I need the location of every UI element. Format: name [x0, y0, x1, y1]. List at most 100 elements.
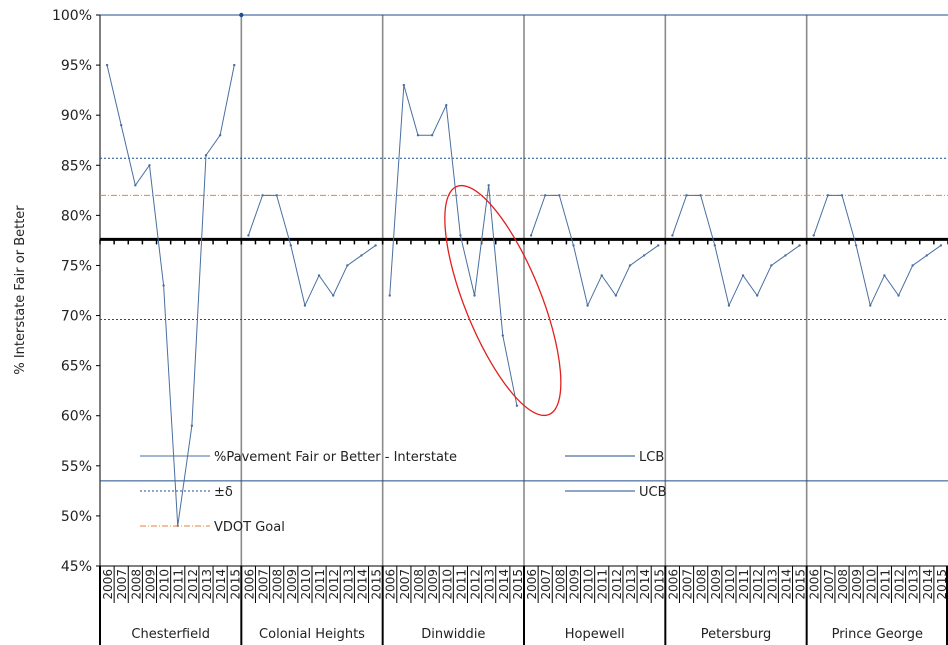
group-label: Dinwiddie: [421, 627, 485, 642]
x-tick-label: 2010: [299, 569, 313, 600]
series-line-colonial-heights: [247, 194, 376, 308]
x-tick-label: 2010: [582, 569, 596, 600]
x-tick-label: 2015: [652, 569, 666, 600]
data-point: [897, 294, 900, 297]
group-label: Colonial Heights: [259, 627, 365, 642]
x-tick-label: 2012: [893, 569, 907, 600]
data-point: [487, 184, 490, 187]
x-tick-label: 2013: [907, 569, 921, 600]
data-point: [473, 294, 476, 297]
legend-label: %Pavement Fair or Better - Interstate: [214, 450, 457, 465]
data-point: [346, 264, 349, 267]
x-axis: 2006 2007 2008 2009 2010 2011 2012 2013 2014 2015…: [99, 565, 948, 645]
data-point: [105, 63, 109, 67]
data-point: [854, 244, 858, 247]
series-line-chesterfield: [106, 64, 235, 526]
x-tick-label: 2014: [497, 569, 511, 600]
x-tick-label: 2010: [158, 569, 172, 600]
data-point: [939, 244, 943, 247]
x-tick-label: 2009: [567, 569, 581, 600]
x-tick-label: 2011: [454, 569, 468, 600]
legend-label: LCB: [639, 450, 664, 465]
annotation-ellipse: [444, 184, 562, 417]
data-point: [148, 164, 151, 167]
data-point: [628, 264, 632, 267]
data-point: [261, 194, 264, 197]
data-point: [600, 274, 603, 277]
group-label: Prince George: [832, 627, 923, 642]
data-point: [544, 194, 547, 197]
x-tick-label: 2007: [257, 569, 271, 600]
data-point: [671, 234, 674, 237]
x-tick-label: 2007: [822, 569, 836, 600]
x-tick-label: 2010: [440, 569, 454, 600]
y-tick-label: 85%: [61, 158, 92, 174]
x-tick-label: 2012: [186, 569, 200, 600]
data-point: [134, 184, 137, 187]
legend-label: VDOT Goal: [214, 520, 285, 535]
x-tick-label: 2014: [638, 569, 652, 600]
data-point: [657, 244, 660, 247]
x-tick-label: 2008: [412, 569, 426, 600]
data-series: [105, 63, 943, 528]
y-tick-label: 70%: [61, 309, 92, 325]
data-point: [614, 294, 618, 297]
data-point: [699, 194, 702, 197]
x-tick-label: 2013: [765, 569, 779, 600]
y-tick-label: 45%: [61, 559, 92, 575]
x-tick-label: 2014: [355, 569, 369, 600]
x-tick-label: 2006: [242, 569, 256, 600]
data-point: [925, 254, 928, 257]
group-label: Chesterfield: [131, 627, 210, 642]
x-tick-label: 2015: [228, 569, 242, 600]
data-point: [869, 304, 872, 307]
data-point: [303, 304, 307, 307]
series-line-hopewell: [530, 194, 659, 308]
x-tick-label: 2013: [483, 569, 497, 600]
data-point: [784, 254, 787, 257]
x-tick-label: 2006: [525, 569, 539, 600]
y-tick-label: 65%: [61, 359, 92, 375]
y-axis-label: % Interstate Fair or Better: [13, 205, 28, 375]
x-tick-label: 2008: [695, 569, 709, 600]
y-tick-label: 95%: [61, 58, 92, 74]
x-tick-label: 2012: [751, 569, 765, 600]
reference-lines: [99, 14, 948, 482]
data-point: [713, 244, 716, 247]
data-point: [190, 424, 194, 427]
data-point: [770, 264, 773, 267]
x-tick-label: 2009: [143, 569, 157, 600]
x-tick-label: 2013: [624, 569, 638, 600]
y-tick-label: 60%: [61, 409, 92, 425]
data-point: [515, 404, 519, 407]
x-tick-label: 2009: [426, 569, 440, 600]
group-label: Hopewell: [565, 627, 625, 642]
x-tick-label: 2013: [341, 569, 355, 600]
data-point: [741, 274, 745, 277]
x-tick-label: 2008: [271, 569, 285, 600]
x-tick-label: 2007: [115, 569, 129, 600]
data-point: [402, 83, 406, 87]
x-tick-label: 2012: [610, 569, 624, 600]
x-tick-label: 2009: [709, 569, 723, 600]
data-point: [275, 194, 278, 197]
x-tick-label: 2009: [285, 569, 299, 600]
data-point: [430, 134, 434, 137]
data-point: [572, 244, 575, 247]
data-point: [685, 194, 688, 197]
data-point: [120, 124, 123, 127]
y-tick-label: 100%: [52, 8, 92, 24]
data-point: [233, 63, 236, 67]
data-point: [218, 134, 222, 137]
x-tick-label: 2014: [779, 569, 793, 600]
data-point: [416, 134, 420, 137]
data-point: [162, 284, 165, 287]
x-tick-label: 2014: [921, 569, 935, 600]
x-tick-label: 2011: [878, 569, 892, 600]
x-tick-label: 2012: [469, 569, 483, 600]
x-tick-label: 2006: [384, 569, 398, 600]
legend-label: ±δ: [214, 485, 233, 500]
x-tick-label: 2015: [511, 569, 525, 600]
data-point: [586, 304, 589, 307]
